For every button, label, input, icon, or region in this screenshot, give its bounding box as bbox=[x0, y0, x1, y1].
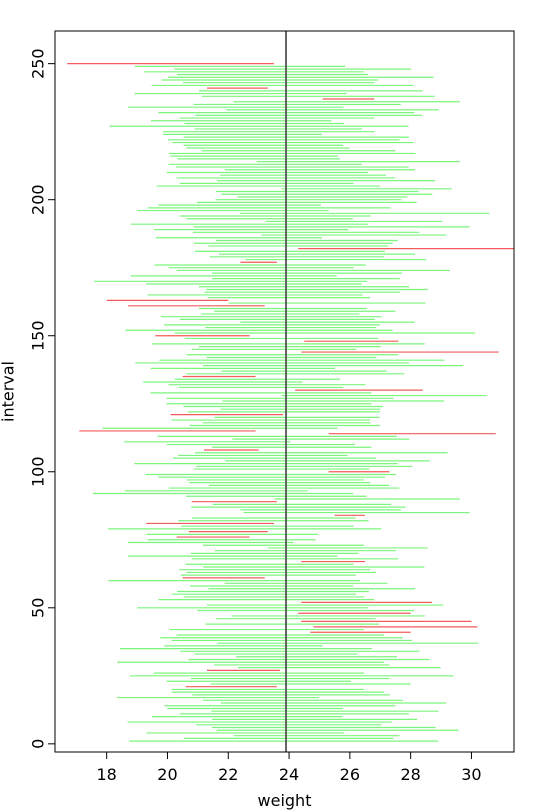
x-tick-label: 26 bbox=[340, 765, 360, 784]
y-tick-label: 250 bbox=[29, 48, 48, 79]
x-axis: 18 20 22 24 26 28 30 bbox=[96, 751, 482, 784]
y-tick-label: 0 bbox=[29, 739, 48, 749]
x-tick-label: 18 bbox=[96, 765, 116, 784]
x-tick-label: 28 bbox=[400, 765, 420, 784]
x-tick-label: 24 bbox=[279, 765, 299, 784]
x-tick-label: 22 bbox=[218, 765, 238, 784]
y-tick-label: 100 bbox=[29, 456, 48, 487]
y-axis: 0 50 100 150 200 250 bbox=[29, 48, 56, 749]
x-tick-label: 20 bbox=[157, 765, 177, 784]
y-tick-label: 150 bbox=[29, 320, 48, 351]
y-tick-label: 200 bbox=[29, 184, 48, 215]
y-axis-title: interval bbox=[0, 361, 18, 422]
interval-segments bbox=[67, 63, 514, 742]
y-tick-label: 50 bbox=[29, 598, 48, 618]
x-axis-title: weight bbox=[258, 791, 312, 810]
x-tick-label: 30 bbox=[461, 765, 481, 784]
plot-frame bbox=[54, 30, 515, 753]
